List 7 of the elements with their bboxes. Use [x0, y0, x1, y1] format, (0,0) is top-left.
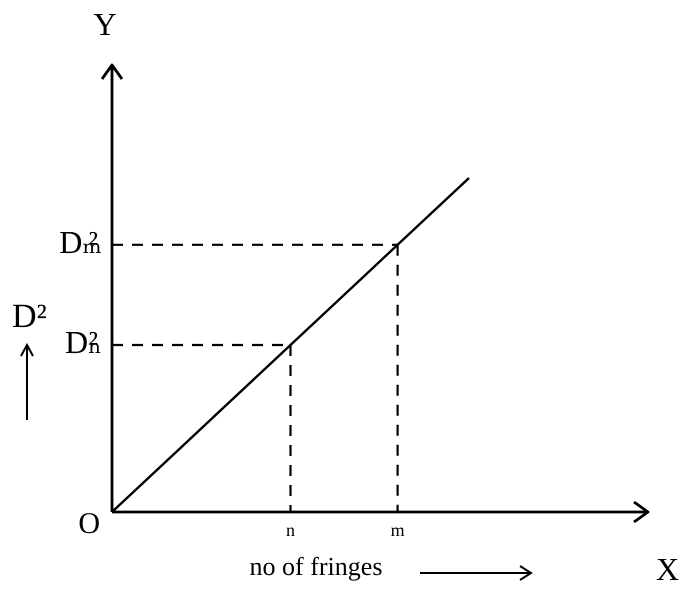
x-tick-label: m [390, 520, 405, 540]
y-axis-title: D² [12, 298, 47, 335]
annotation: O [78, 507, 100, 540]
text: X [656, 551, 680, 587]
text: no of fringes [250, 552, 382, 581]
x-tick-label: n [286, 520, 295, 540]
text: Y [93, 6, 117, 42]
